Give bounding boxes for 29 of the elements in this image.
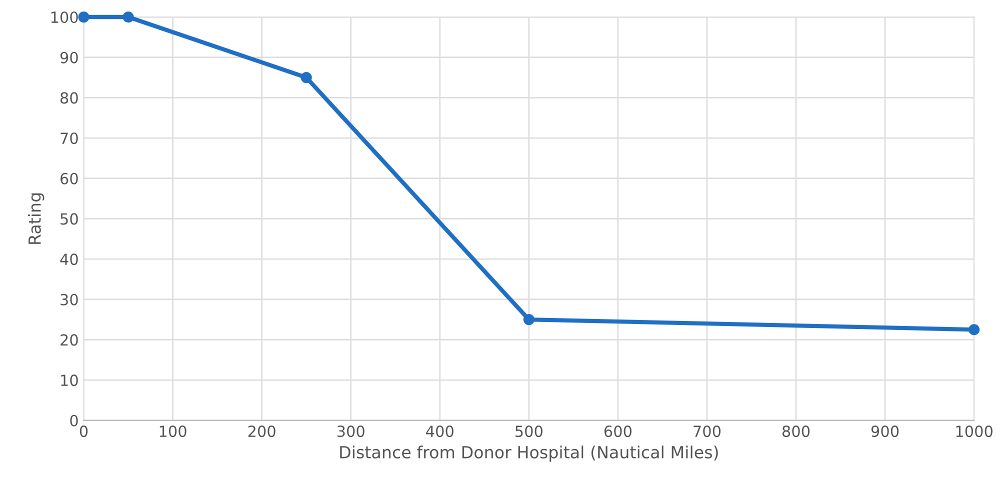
x-tick-label: 100 [160,426,186,438]
y-tick-label: 20 [60,334,78,346]
x-tick-label: 600 [604,426,632,438]
y-tick-label: 80 [60,92,78,104]
x-axis-title: Distance from Donor Hospital (Nautical Miles) [340,446,718,462]
x-tick-label: 700 [694,426,721,438]
y-tick-label: 10 [61,374,78,386]
y-tick-label: 30 [60,294,78,306]
y-tick-label: 0 [70,414,78,426]
x-tick-label: 400 [426,426,454,438]
x-tick-label: 900 [871,426,899,438]
point [300,72,312,84]
y-tick-label: 70 [60,132,78,144]
x-tick-label: 1000 [956,426,992,438]
y-tick-label: 90 [60,52,78,64]
x-tick-label: 300 [337,426,364,438]
y-tick-label: 50 [60,213,78,225]
y-tick-label: 60 [60,172,78,184]
x-tick-label: 200 [248,426,276,438]
y-axis-title: Rating [28,193,44,244]
point [523,314,534,326]
x-tick-label: 800 [782,426,810,438]
y-tick-label: 100 [51,11,78,24]
x-tick-label: 0 [80,426,88,438]
point [78,11,90,23]
y-tick-label: 40 [60,254,78,266]
x-tick-label: 500 [516,426,542,438]
point [968,324,980,336]
point [122,11,134,23]
